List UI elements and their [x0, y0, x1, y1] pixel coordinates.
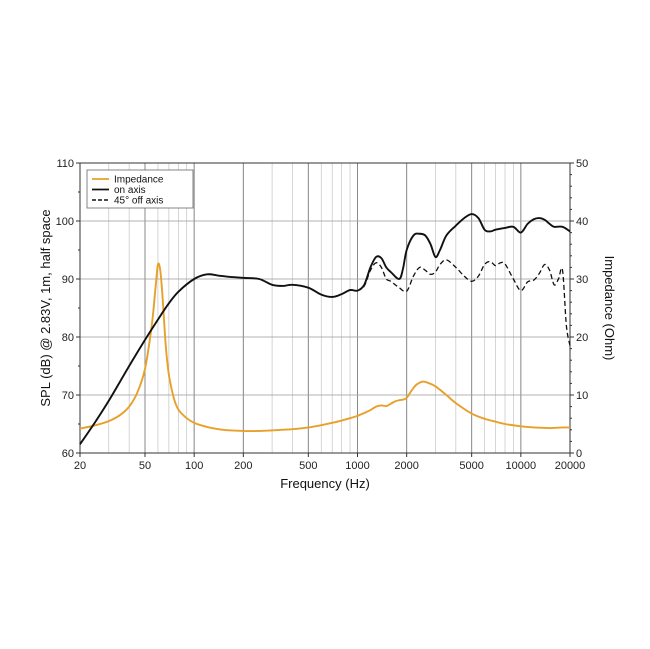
y-left-tick-label: 70: [62, 390, 74, 402]
x-tick-label: 1000: [345, 460, 369, 472]
legend-label-off-axis: 45° off axis: [114, 196, 163, 207]
series-layer: [79, 213, 571, 445]
y-axis-left-title: SPL (dB) @ 2.83V, 1m, half space: [38, 209, 53, 406]
y-right-tick-label: 0: [576, 448, 582, 460]
x-tick-label: 100: [185, 460, 203, 472]
x-tick-label: 200: [234, 460, 252, 472]
tick-labels: 20 50 100 200 500 1000 2000 5000 10000 2000060708…: [56, 158, 589, 472]
x-tick-label: 50: [139, 460, 151, 472]
x-tick-label: 20: [74, 460, 86, 472]
legend: Impedance on axis 45° off axis: [86, 169, 194, 209]
x-tick-label: 20000: [555, 460, 586, 472]
y-right-tick-label: 40: [576, 216, 588, 228]
x-tick-label: 2000: [394, 460, 418, 472]
y-axis-right-title: Impedance (Ohm): [602, 256, 617, 361]
x-tick-label: 10000: [506, 460, 537, 472]
x-tick-label: 5000: [459, 460, 483, 472]
y-left-tick-label: 80: [62, 332, 74, 344]
y-left-tick-label: 90: [62, 274, 74, 286]
y-right-tick-label: 20: [576, 332, 588, 344]
y-left-tick-label: 60: [62, 448, 74, 460]
y-left-tick-label: 100: [56, 216, 74, 228]
y-right-tick-label: 30: [576, 274, 588, 286]
legend-label-impedance: Impedance: [114, 175, 164, 186]
x-axis-title: Frequency (Hz): [280, 476, 370, 491]
on-axis-curve: [79, 213, 571, 445]
y-right-tick-label: 10: [576, 390, 588, 402]
off-axis-curve: [341, 259, 571, 346]
y-left-tick-label: 110: [56, 158, 74, 170]
legend-label-on-axis: on axis: [114, 185, 146, 196]
y-right-tick-label: 50: [576, 158, 588, 170]
impedance-curve: [79, 262, 571, 433]
x-tick-label: 500: [299, 460, 317, 472]
